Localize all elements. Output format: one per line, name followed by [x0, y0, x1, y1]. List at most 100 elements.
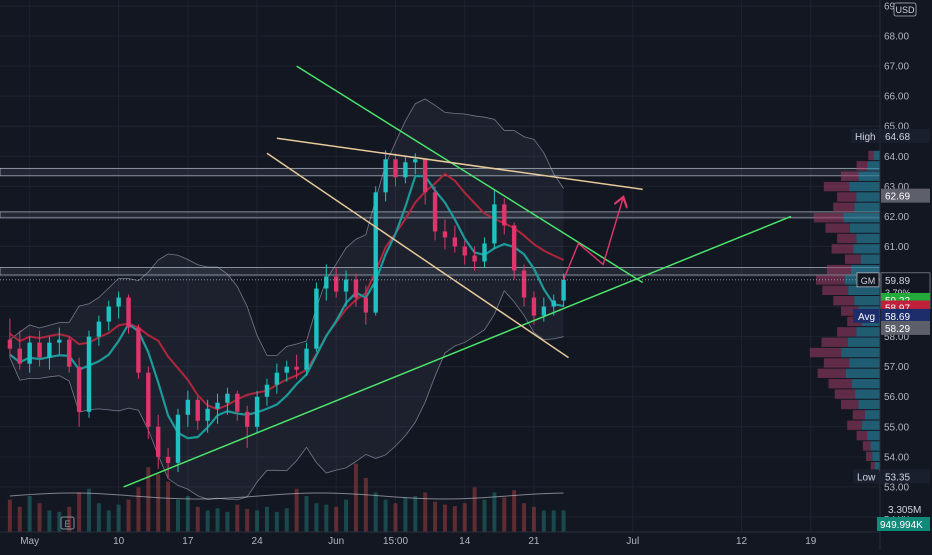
candle-body[interactable] — [185, 399, 191, 415]
band-upper — [9, 98, 564, 356]
candle-body[interactable] — [264, 384, 270, 397]
candle-body[interactable] — [67, 339, 72, 367]
candle-body[interactable] — [403, 162, 408, 178]
volume-bar — [363, 478, 368, 532]
candle-body[interactable] — [7, 339, 13, 349]
profile-row-sell — [823, 358, 850, 368]
profile-row-sell — [862, 441, 871, 451]
candle-body[interactable] — [343, 279, 349, 292]
high-label: High — [855, 132, 876, 143]
candle-body[interactable] — [27, 342, 32, 364]
candle-body[interactable] — [452, 237, 458, 247]
candle-body[interactable] — [432, 192, 438, 232]
candle-body[interactable] — [462, 246, 467, 256]
profile-row-buy — [874, 462, 880, 472]
volume-bar — [264, 506, 269, 532]
candle-body[interactable] — [353, 279, 359, 298]
candle-body[interactable] — [304, 348, 309, 370]
high-tag — [851, 128, 879, 143]
candle-body[interactable] — [76, 366, 82, 412]
candle-body[interactable] — [17, 348, 22, 364]
projection-arrow[interactable] — [562, 198, 623, 281]
candle-body[interactable] — [284, 366, 289, 373]
candle-body[interactable] — [324, 276, 329, 289]
candle-body[interactable] — [363, 297, 369, 313]
candle-body[interactable] — [106, 306, 111, 322]
candle-body[interactable] — [244, 411, 250, 427]
candle-body[interactable] — [482, 243, 487, 262]
volume-bar — [442, 504, 447, 532]
profile-row-sell — [813, 213, 844, 223]
price-tick-label: 62.00 — [884, 212, 909, 223]
currency-badge[interactable] — [893, 2, 917, 17]
candle-body[interactable] — [86, 336, 92, 412]
candle-body[interactable] — [442, 231, 448, 238]
candle-body[interactable] — [126, 297, 131, 328]
candle-body[interactable] — [294, 366, 299, 370]
candle-body[interactable] — [383, 159, 388, 193]
candle-body[interactable] — [205, 408, 210, 421]
volume-bar — [334, 506, 339, 532]
candle-body[interactable] — [195, 399, 200, 421]
volume-bar — [512, 490, 517, 532]
candle-body[interactable] — [541, 306, 547, 316]
profile-row-buy — [856, 192, 880, 202]
trendline[interactable] — [266, 152, 569, 359]
price-tick-label: 58.00 — [884, 332, 909, 343]
time-tick-label: Jun — [328, 536, 344, 547]
candle-body[interactable] — [254, 396, 260, 427]
candle-body[interactable] — [37, 342, 42, 358]
candle-body[interactable] — [165, 456, 171, 463]
candle-body[interactable] — [215, 402, 220, 409]
candle-body[interactable] — [502, 204, 507, 226]
candle-body[interactable] — [235, 393, 240, 412]
candle-body[interactable] — [96, 321, 102, 337]
candle-body[interactable] — [146, 372, 151, 427]
candle-body[interactable] — [156, 426, 161, 457]
volume-bar — [195, 506, 200, 532]
profile-row-buy — [872, 451, 880, 462]
candle-body[interactable] — [274, 372, 280, 385]
candle-body[interactable] — [511, 225, 517, 271]
candle-body[interactable] — [393, 159, 398, 178]
candle-body[interactable] — [47, 342, 52, 358]
change-pct: 3.79% — [885, 288, 911, 298]
candle-body[interactable] — [551, 300, 556, 307]
currency-badge-label: USD — [895, 5, 915, 15]
candle-body[interactable] — [422, 159, 428, 193]
trendline[interactable] — [276, 137, 643, 191]
price-tick-label: 65.00 — [884, 122, 909, 133]
bollinger-band — [9, 98, 564, 501]
candle-body[interactable] — [561, 279, 566, 301]
volume-bar — [522, 503, 527, 532]
candle-body[interactable] — [314, 288, 319, 349]
high-value-text: 64.68 — [885, 132, 910, 143]
candle-body[interactable] — [116, 297, 121, 307]
candle-body[interactable] — [472, 255, 477, 262]
last-price: 59.89 — [885, 276, 910, 287]
candle-body[interactable] — [413, 159, 418, 163]
candle-body[interactable] — [57, 339, 62, 343]
low-value — [881, 469, 930, 484]
trendline[interactable] — [123, 215, 792, 488]
zone[interactable] — [0, 167, 881, 177]
earnings-marker[interactable] — [60, 516, 75, 530]
trendline[interactable] — [296, 65, 644, 284]
price-tick-label: 53.00 — [884, 482, 909, 493]
candle-body[interactable] — [521, 270, 527, 298]
candle-body[interactable] — [333, 276, 339, 292]
candle-body[interactable] — [373, 192, 378, 313]
candle-body[interactable] — [225, 393, 230, 403]
candle-body[interactable] — [136, 327, 141, 373]
zone[interactable] — [0, 211, 881, 219]
profile-row-buy — [864, 410, 880, 420]
candle-body[interactable] — [531, 297, 537, 316]
volume-bar — [175, 499, 180, 532]
profile-row-buy — [858, 399, 880, 410]
candle-body[interactable] — [492, 204, 497, 244]
candle-body[interactable] — [175, 414, 181, 463]
price-6269-text: 62.69 — [885, 192, 910, 203]
volume-bar — [344, 499, 349, 532]
